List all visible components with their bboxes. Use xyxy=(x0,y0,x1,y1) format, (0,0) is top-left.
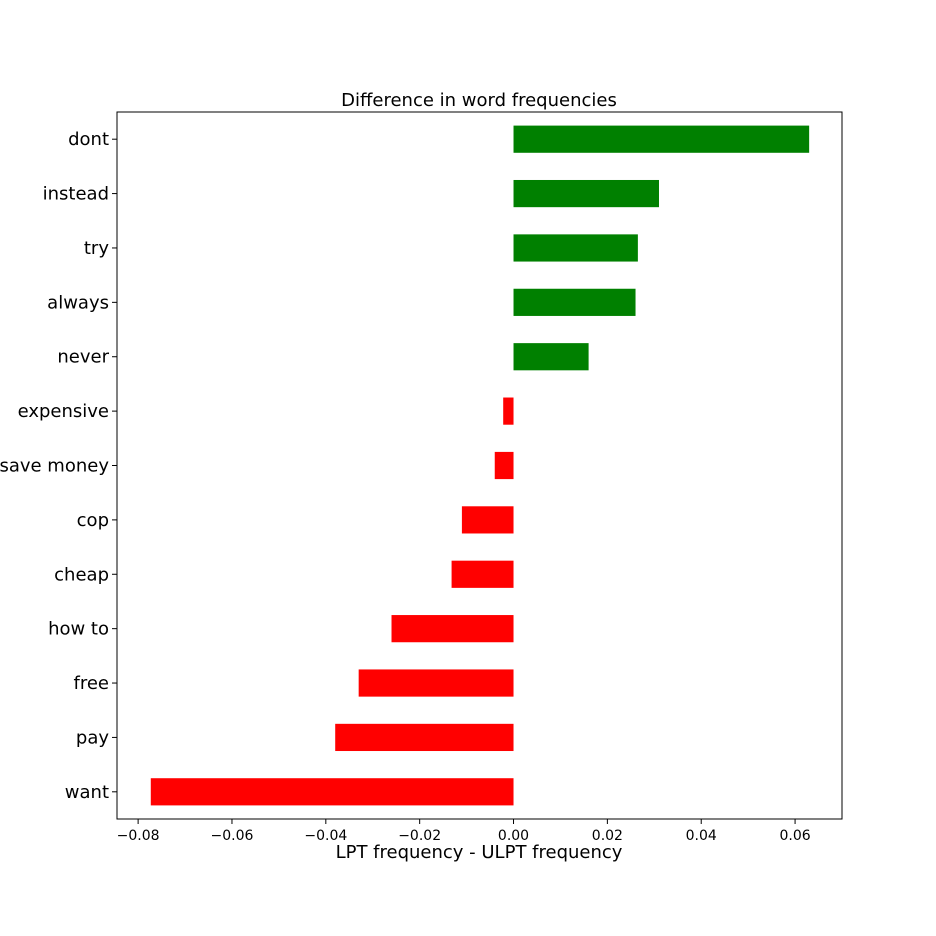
bar-free xyxy=(358,669,514,697)
x-axis-ticks: −0.08 −0.06 −0.04 −0.02 0.00 0.02 0.04 0.06 xyxy=(117,819,811,844)
axes-frame xyxy=(116,111,843,820)
x-tick-label: −0.08 xyxy=(117,828,160,844)
y-tick-label: expensive xyxy=(18,401,109,422)
y-tick-label: try xyxy=(84,238,109,259)
x-axis-label: LPT frequency - ULPT frequency xyxy=(336,842,623,863)
x-tick-label: 0.00 xyxy=(498,828,529,844)
y-axis-ticks: dont instead try always never expensive save m… xyxy=(0,129,117,803)
chart-title: Difference in word frequencies xyxy=(341,90,617,111)
y-tick-label: cop xyxy=(77,510,109,531)
y-tick-label: want xyxy=(65,782,109,803)
x-tick-label: −0.02 xyxy=(398,828,441,844)
y-tick-label: how to xyxy=(48,619,109,640)
bar-how-to xyxy=(391,615,514,643)
bars-group xyxy=(150,125,810,806)
x-tick-label: 0.06 xyxy=(779,828,810,844)
y-tick-label: always xyxy=(47,292,109,313)
y-tick-label: free xyxy=(74,673,110,694)
y-tick-label: instead xyxy=(43,184,109,205)
bar-try xyxy=(513,234,638,262)
x-tick-label: 0.02 xyxy=(592,828,623,844)
bar-always xyxy=(513,288,636,316)
bar-save-money xyxy=(494,451,514,480)
bar-want xyxy=(150,778,514,806)
y-tick-label: pay xyxy=(76,727,109,748)
bar-dont xyxy=(513,125,810,153)
y-tick-label: cheap xyxy=(54,564,109,585)
x-tick-label: −0.04 xyxy=(304,828,347,844)
bar-pay xyxy=(335,723,514,752)
bar-cheap xyxy=(451,560,514,588)
bar-never xyxy=(513,343,589,371)
y-tick-label: save money xyxy=(0,456,109,477)
y-tick-label: dont xyxy=(68,129,109,150)
y-tick-label: never xyxy=(57,347,109,368)
x-tick-label: −0.06 xyxy=(211,828,254,844)
x-tick-label: 0.04 xyxy=(686,828,717,844)
bar-expensive xyxy=(503,397,514,425)
bar-instead xyxy=(513,179,659,208)
bar-cop xyxy=(461,506,514,534)
